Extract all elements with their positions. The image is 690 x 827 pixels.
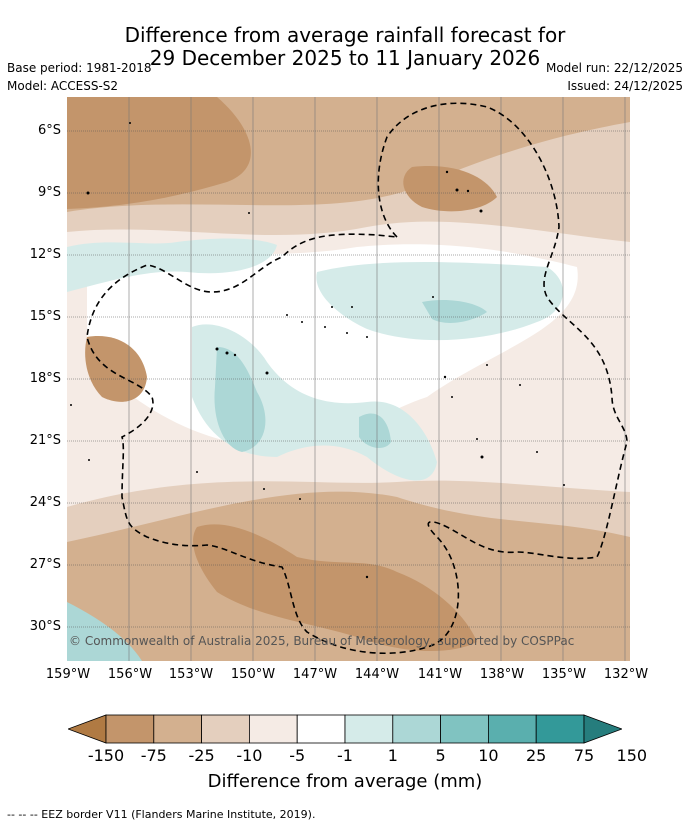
colorbar-cell xyxy=(487,714,537,744)
title-line-1: Difference from average rainfall forecas… xyxy=(124,23,566,47)
lon-label-147w: 147°W xyxy=(292,667,338,682)
lon-label-144w: 144°W xyxy=(354,667,400,682)
wet-region-east-core xyxy=(359,413,391,449)
lat-label-18s: 18°S xyxy=(29,371,61,386)
colorbar-cell xyxy=(344,714,394,744)
lat-label-24s: 24°S xyxy=(29,495,61,510)
issued-date: Issued: 24/12/2025 xyxy=(567,79,683,93)
colorbar-cell xyxy=(392,714,441,744)
colorbar-title: Difference from average (mm) xyxy=(207,771,483,792)
colorbar-tick-label: 75 xyxy=(573,746,595,765)
islands xyxy=(70,122,565,579)
lon-label-132w: 132°W xyxy=(603,667,649,682)
lat-label-6s: 6°S xyxy=(37,123,61,138)
wet-region-northwest xyxy=(67,238,277,292)
model-run: Model run: 22/12/2025 xyxy=(545,61,683,75)
colorbar-cell xyxy=(440,714,489,744)
colorbar-cell xyxy=(296,714,346,744)
colorbar-tick-label: 10 xyxy=(478,746,499,765)
colorbar-cell xyxy=(153,714,203,744)
colorbar-tick-label: -5 xyxy=(289,746,306,765)
colorbar-cell xyxy=(105,714,155,744)
dry-region-northeast xyxy=(403,166,497,212)
colorbar-tick-label: -75 xyxy=(140,746,167,765)
colorbar-tick-label: 5 xyxy=(435,746,446,765)
wet-region-central-core xyxy=(214,347,266,452)
meridians xyxy=(128,97,626,661)
meta-left: Base period: 1981-2018 Model: ACCESS-S2 xyxy=(7,59,152,95)
lon-label-141w: 141°W xyxy=(417,667,463,682)
meta-right: Model run: 22/12/2025 Issued: 24/12/2025 xyxy=(546,59,683,95)
rainfall-map xyxy=(67,97,630,661)
colorbar-tick-label: -25 xyxy=(188,746,215,765)
lon-label-156w: 156°W xyxy=(107,667,153,682)
copyright-notice: © Commonwealth of Australia 2025, Bureau… xyxy=(69,634,575,648)
lat-label-9s: 9°S xyxy=(37,185,61,200)
lon-label-138w: 138°W xyxy=(479,667,525,682)
lat-label-27s: 27°S xyxy=(29,557,61,572)
base-period: Base period: 1981-2018 xyxy=(7,61,152,75)
model-name: Model: ACCESS-S2 xyxy=(7,79,119,93)
colorbar-tick-label: -10 xyxy=(236,746,263,765)
lon-label-153w: 153°W xyxy=(168,667,214,682)
colorbar-cell xyxy=(201,714,250,744)
colorbar-extend-high xyxy=(583,714,622,744)
colorbar-tick-label: 1 xyxy=(387,746,398,765)
lat-label-15s: 15°S xyxy=(29,309,61,324)
colorbar-tick-label: -1 xyxy=(337,746,353,765)
colorbar-extend-low xyxy=(68,714,107,744)
colorbar-tick-label: 150 xyxy=(616,746,648,765)
colorbar-tick-label: -150 xyxy=(87,746,125,765)
colorbar-cell xyxy=(248,714,298,744)
lon-label-150w: 150°W xyxy=(230,667,276,682)
wet-region-northeast-core xyxy=(422,300,487,323)
colorbar-cells xyxy=(68,714,622,744)
dry-region-south xyxy=(193,524,477,652)
colorbar-cell xyxy=(535,714,585,744)
colorbar xyxy=(68,714,622,744)
dry-region-northwest xyxy=(67,97,251,209)
wet-region-southwest xyxy=(67,602,142,661)
title-line-2: 29 December 2025 to 11 January 2026 xyxy=(149,46,541,70)
lat-label-12s: 12°S xyxy=(29,247,61,262)
lon-label-159w: 159°W xyxy=(45,667,91,682)
colorbar-tick-label: 25 xyxy=(526,746,547,765)
dry-region-west xyxy=(85,336,147,402)
lat-label-30s: 30°S xyxy=(29,619,61,634)
chart-title: Difference from average rainfall forecas… xyxy=(0,24,690,70)
lat-label-21s: 21°S xyxy=(29,433,61,448)
lon-label-135w: 135°W xyxy=(541,667,587,682)
footer-legend: -- -- -- EEZ border V11 (Flanders Marine… xyxy=(7,808,316,821)
